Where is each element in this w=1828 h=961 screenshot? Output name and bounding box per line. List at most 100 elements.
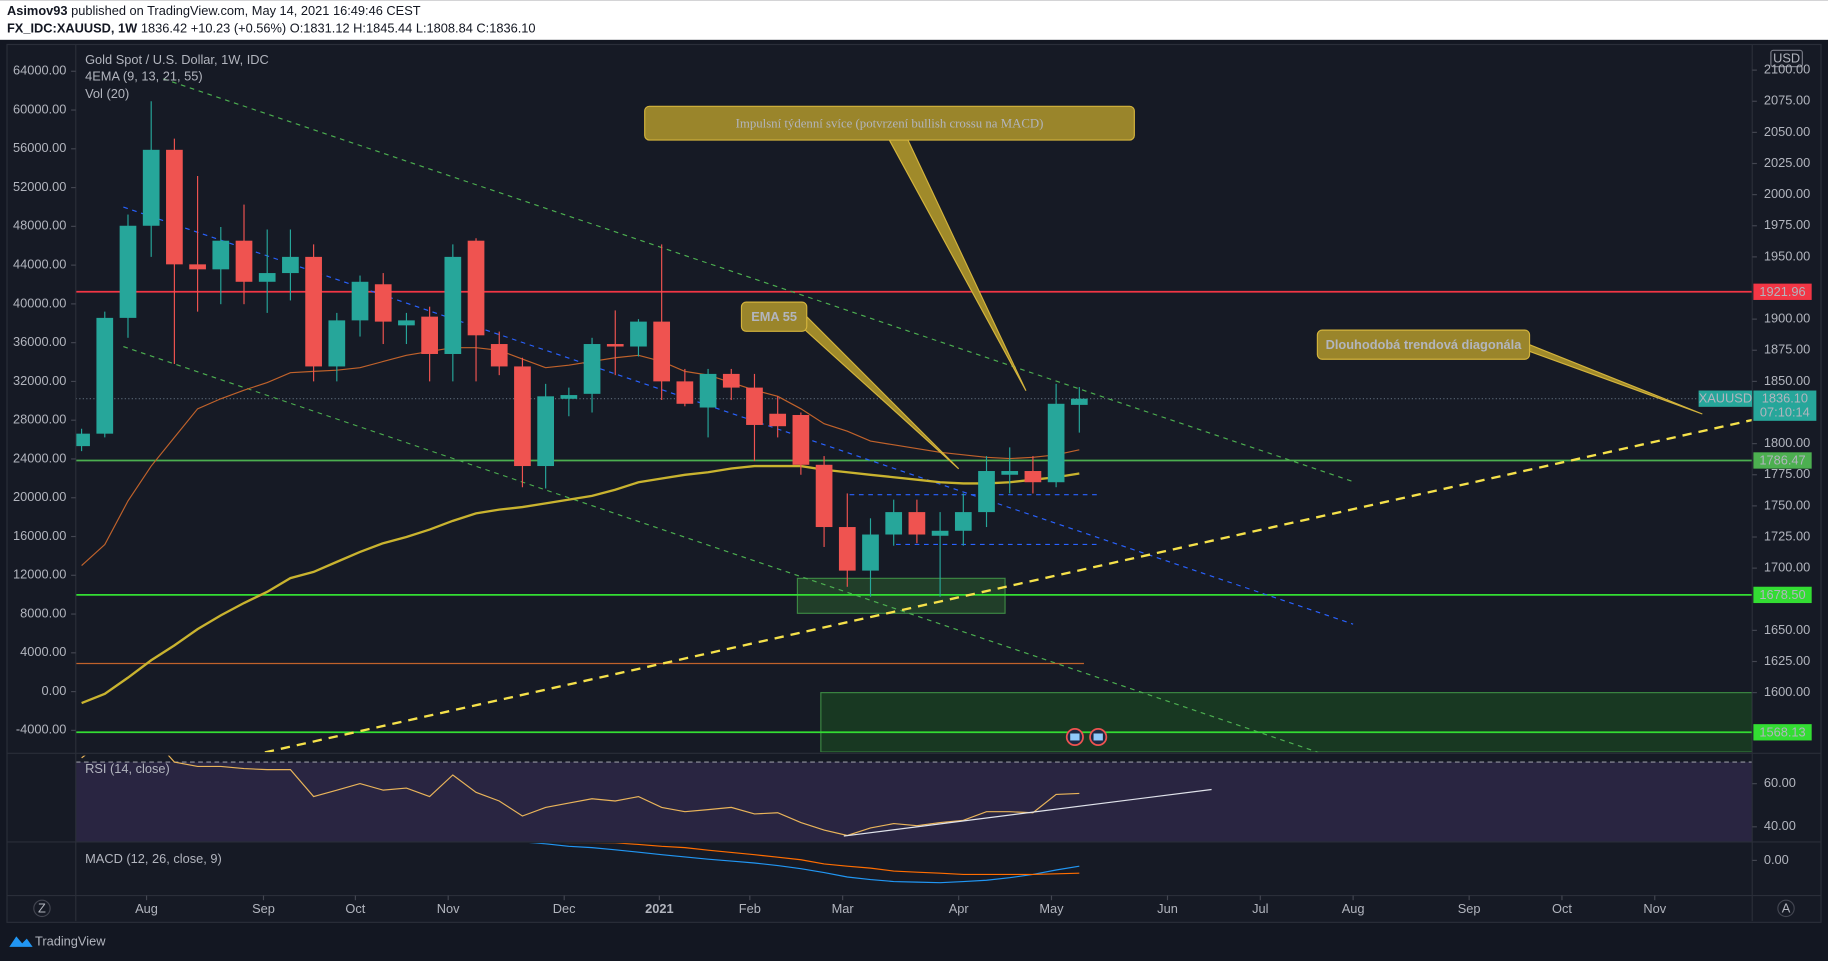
candle-body <box>560 395 578 399</box>
rsi-tick-label: 40.00 <box>1764 818 1796 833</box>
y-tick-label: 1875.00 <box>1764 342 1810 357</box>
ema-line <box>81 347 1080 567</box>
level-label-box <box>1753 724 1812 741</box>
candle-body <box>954 512 972 531</box>
y2-tick-label: 64000.00 <box>13 63 66 78</box>
macd-label: MACD (12, 26, close, 9) <box>85 851 222 866</box>
candle-body <box>328 320 346 367</box>
y-tick-label: 1600.00 <box>1764 684 1810 699</box>
x-tick-label: Jun <box>1157 901 1178 916</box>
candle-body <box>467 240 485 336</box>
candle-body <box>374 284 392 322</box>
x-tick-label: Apr <box>949 901 970 916</box>
candle-body <box>305 256 322 367</box>
zone <box>796 577 1006 614</box>
scale-button[interactable] <box>1777 899 1795 918</box>
callout-text: Impulsní týdenní svíce (potvrzení bullis… <box>736 116 1044 130</box>
x-tick-label: Sep <box>252 901 275 916</box>
y2-tick-label: 0.00 <box>42 683 67 698</box>
callout-box <box>740 301 808 332</box>
y2-tick-label: 8000.00 <box>20 605 66 620</box>
scale-button[interactable] <box>33 899 51 918</box>
y2-tick-label: 28000.00 <box>13 412 66 427</box>
y-tick-label: 1950.00 <box>1764 248 1810 263</box>
callout-text: Dlouhodobá trendová diagonála <box>1326 337 1523 352</box>
candle-body <box>351 281 369 321</box>
candle-body <box>258 273 276 282</box>
y2-tick-label: 24000.00 <box>13 450 66 465</box>
rsi-tick-label: 60.00 <box>1764 775 1796 790</box>
chart-frame <box>6 43 1822 923</box>
callout-text: EMA 55 <box>751 309 797 324</box>
ohlc-high: H:1845.44 <box>353 21 412 36</box>
x-tick-label: Oct <box>1552 901 1572 916</box>
indicator-label: 4EMA (9, 13, 21, 55) <box>85 69 203 84</box>
x-tick-label: Oct <box>345 901 365 916</box>
chart-title: Gold Spot / U.S. Dollar, 1W, IDC <box>85 52 269 67</box>
x-tick-label: Aug <box>1342 901 1365 916</box>
y2-tick-label: 20000.00 <box>13 489 66 504</box>
trend-line <box>163 78 1354 483</box>
candle-body <box>630 321 647 347</box>
candle-body <box>838 527 856 571</box>
ohlc-low: L:1808.84 <box>416 21 473 36</box>
candle-body <box>142 149 160 226</box>
currency: USD <box>1773 50 1800 65</box>
scale-button-label[interactable]: A <box>1782 900 1791 915</box>
candle-body <box>653 321 671 382</box>
y-tick-label: 2075.00 <box>1764 93 1810 108</box>
candle-body <box>908 512 926 535</box>
level-label-box <box>1753 283 1812 300</box>
candle-body <box>444 256 462 354</box>
y2-tick-label: 52000.00 <box>13 179 66 194</box>
level-label-box <box>1753 452 1812 469</box>
candle-body <box>978 471 995 513</box>
symbol-label: XAUUSD <box>1699 391 1752 406</box>
x-tick-label: Nov <box>1643 901 1666 916</box>
scale-button-label[interactable]: Z <box>38 900 46 915</box>
x-tick-label: Aug <box>135 901 158 916</box>
publisher-line: Asimov93 published on TradingView.com, M… <box>7 3 421 18</box>
y2-tick-label: 36000.00 <box>13 334 66 349</box>
brand-logo <box>9 936 33 947</box>
symbol-line: FX_IDC:XAUUSD, 1W 1836.42 +10.23 (+0.56%… <box>7 21 536 36</box>
y2-tick-label: 48000.00 <box>13 218 66 233</box>
level-label: 1568.13 <box>1759 724 1805 739</box>
y-tick-label: 1850.00 <box>1764 373 1810 388</box>
y-tick-label: 2050.00 <box>1764 124 1810 139</box>
candle-body <box>746 387 763 425</box>
y-tick-label: 2025.00 <box>1764 155 1810 170</box>
x-tick-label: Feb <box>739 901 761 916</box>
candle-body <box>212 240 230 270</box>
candle-body <box>1070 398 1088 405</box>
y-tick-label: 1800.00 <box>1764 435 1810 450</box>
change: +10.23 (+0.56%) <box>191 21 286 36</box>
candle-body <box>282 256 299 274</box>
candle-body <box>769 413 787 427</box>
countdown-label: 07:10:14 <box>1760 405 1810 420</box>
y-tick-label: 1900.00 <box>1764 311 1810 326</box>
rsi-label: RSI (14, close) <box>85 761 170 776</box>
last-price-label: 1836.10 <box>1762 391 1808 406</box>
trend-line <box>264 418 1753 753</box>
candle-body <box>792 414 810 465</box>
main-pane <box>75 78 1753 753</box>
y-tick-label: 1975.00 <box>1764 217 1810 232</box>
candle-body <box>96 317 114 434</box>
overlay: Gold Spot / U.S. Dollar, 1W, IDC 4EMA (9… <box>6 44 1822 949</box>
y-tick-label: 1625.00 <box>1764 653 1810 668</box>
brand: TradingView <box>35 934 106 949</box>
candle-body <box>189 264 206 270</box>
y2-tick-label: 44000.00 <box>13 257 66 272</box>
y-tick-label: 1700.00 <box>1764 560 1810 575</box>
macd-tick-label: 0.00 <box>1764 852 1789 867</box>
indicator-label: Vol (20) <box>85 86 129 101</box>
event-icon-flag <box>1070 733 1080 741</box>
candle-body <box>583 344 601 394</box>
level-label: 1786.47 <box>1759 452 1805 467</box>
callout-box <box>1316 329 1531 360</box>
event-icon-flag <box>1093 733 1103 741</box>
y-tick-label: 2100.00 <box>1764 62 1810 77</box>
